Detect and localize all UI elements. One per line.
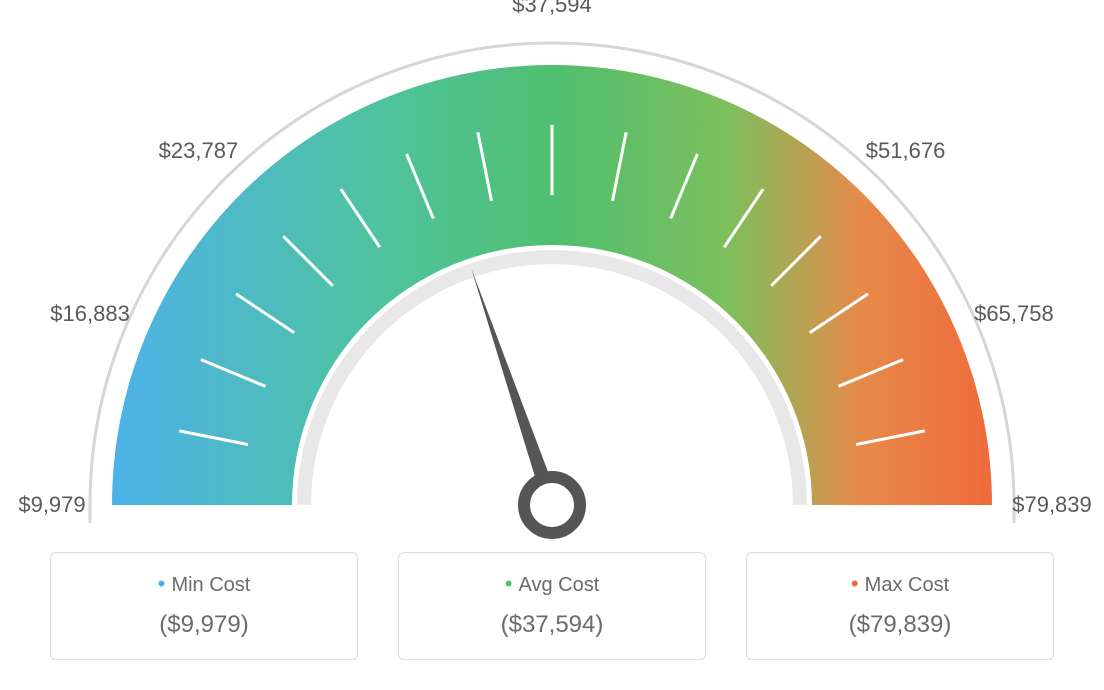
gauge-tick-label: $65,758: [974, 301, 1054, 327]
avg-cost-label: Avg Cost: [409, 571, 695, 597]
max-cost-label: Max Cost: [757, 571, 1043, 597]
gauge-needle-base: [524, 477, 580, 533]
min-cost-value: ($9,979): [61, 611, 347, 639]
gauge-svg: [0, 0, 1104, 560]
avg-cost-card: Avg Cost ($37,594): [398, 552, 706, 660]
gauge-area: $9,979 $16,883 $23,787 $37,594 $51,676 $65,75…: [0, 0, 1104, 560]
gauge-tick-label: $23,787: [159, 138, 239, 164]
gauge-tick-label: $16,883: [50, 301, 130, 327]
chart-container: $9,979 $16,883 $23,787 $37,594 $51,676 $65,75…: [0, 0, 1104, 690]
min-cost-label: Min Cost: [61, 571, 347, 597]
max-cost-value: ($79,839): [757, 611, 1043, 639]
gauge-tick-label: $51,676: [866, 138, 946, 164]
summary-cards: Min Cost ($9,979) Avg Cost ($37,594) Max…: [50, 552, 1054, 660]
avg-cost-value: ($37,594): [409, 611, 695, 639]
max-cost-card: Max Cost ($79,839): [746, 552, 1054, 660]
gauge-tick-label: $79,839: [1012, 492, 1092, 518]
gauge-tick-label: $9,979: [18, 492, 85, 518]
gauge-tick-label: $37,594: [512, 0, 592, 18]
min-cost-card: Min Cost ($9,979): [50, 552, 358, 660]
